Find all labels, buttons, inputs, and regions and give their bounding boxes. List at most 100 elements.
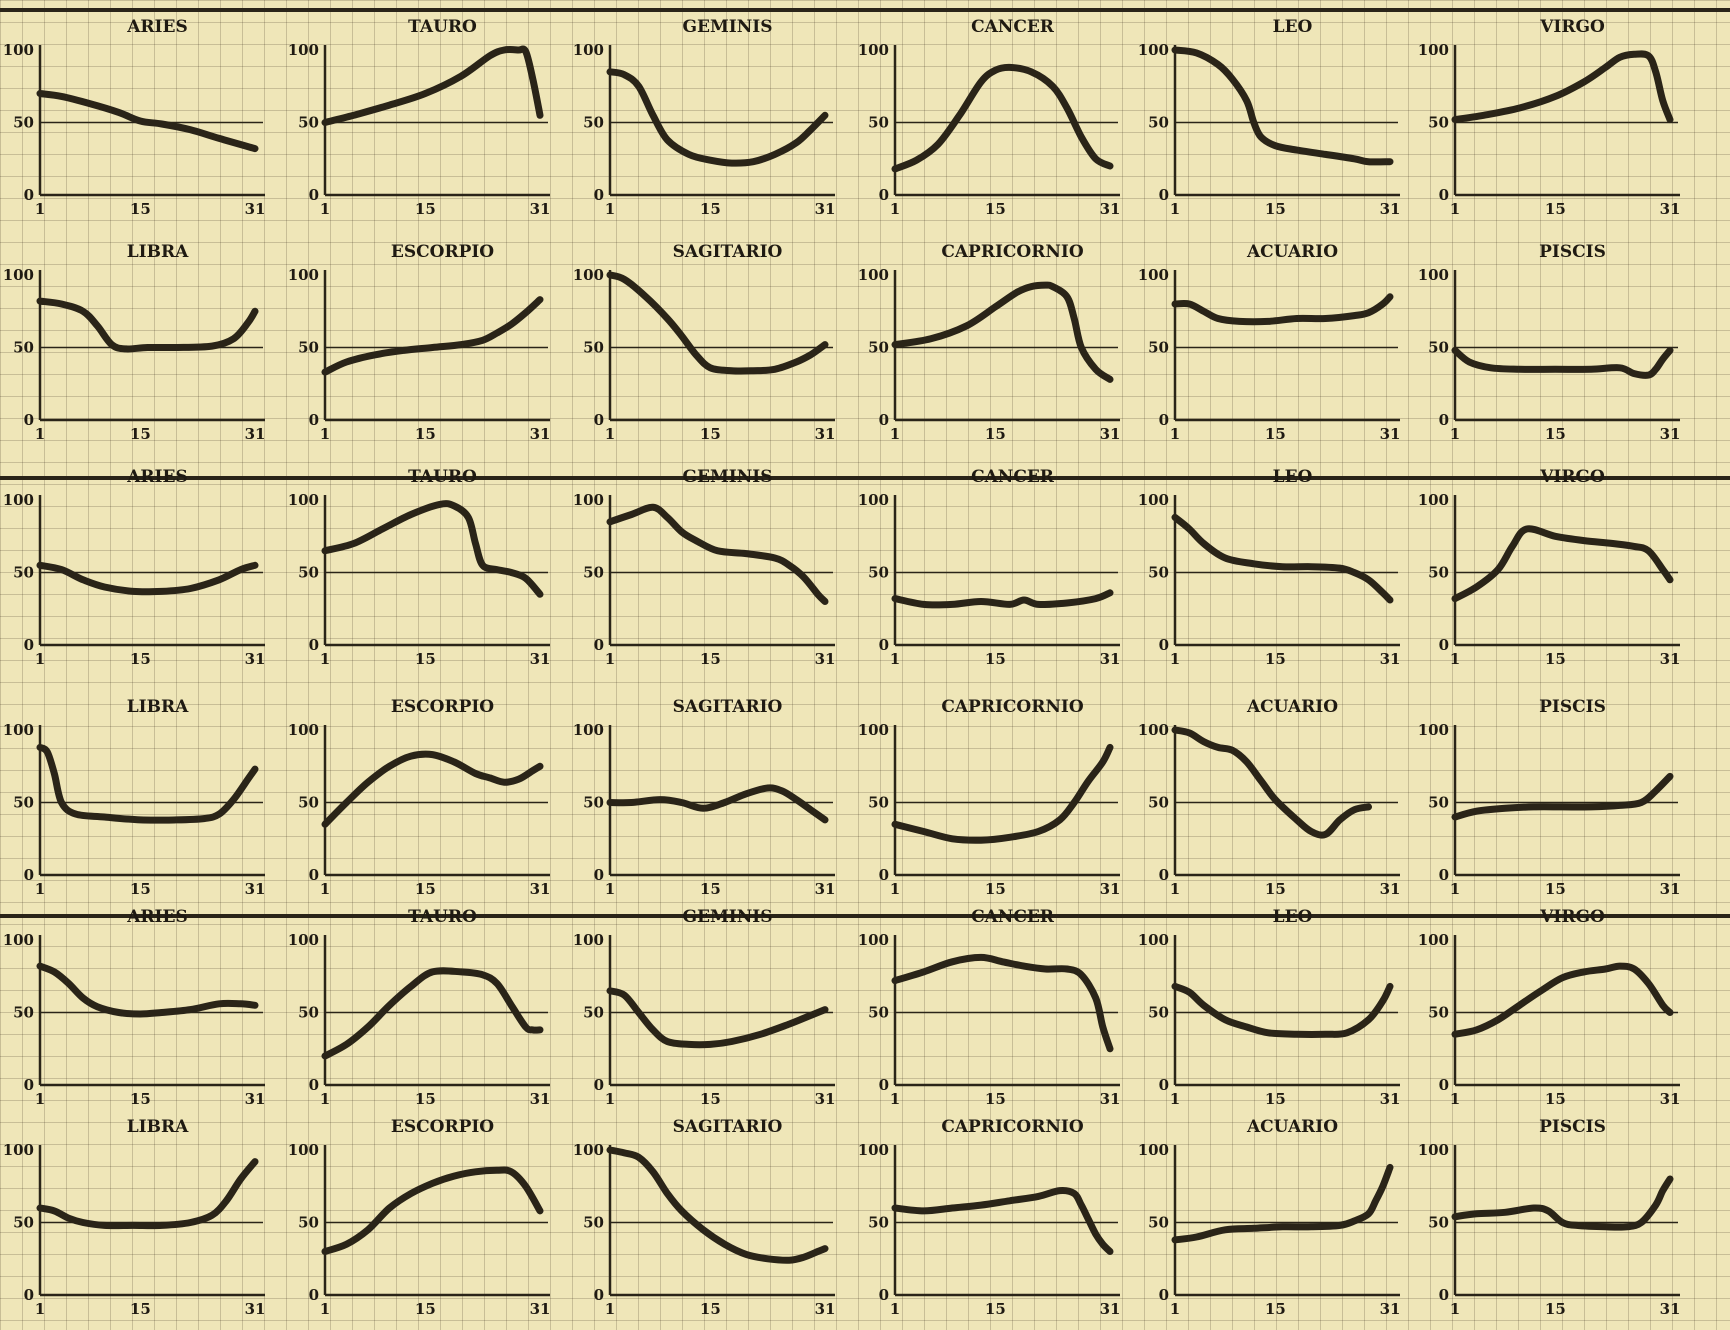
x-tick-label: 15 <box>1545 1090 1566 1108</box>
chart-panel: VIRGO 0 50 100 1 15 31 <box>1418 17 1681 218</box>
series-line <box>321 750 544 828</box>
chart-panel: ESCORPIO 0 50 100 1 15 31 <box>288 242 551 443</box>
chart-panel: TAURO 0 50 100 1 15 31 <box>288 907 551 1108</box>
x-tick-label: 1 <box>1170 200 1180 218</box>
y-tick-label: 0 <box>1439 866 1449 884</box>
x-tick-label: 31 <box>1380 425 1401 443</box>
y-tick-label: 100 <box>1418 41 1449 59</box>
y-tick-label: 50 <box>1148 114 1169 132</box>
x-tick-label: 31 <box>245 200 266 218</box>
y-tick-label: 50 <box>583 339 604 357</box>
y-tick-label: 100 <box>1138 41 1169 59</box>
chart-panel: LEO 0 50 100 1 15 31 <box>1138 467 1401 668</box>
series-line <box>891 63 1114 173</box>
series-line <box>606 503 829 605</box>
chart-title: ACUARIO <box>1246 697 1338 717</box>
y-tick-label: 0 <box>309 186 319 204</box>
chart-title: SAGITARIO <box>673 242 783 262</box>
series-line <box>891 743 1114 844</box>
y-tick-label: 0 <box>879 866 889 884</box>
x-tick-label: 15 <box>1265 650 1286 668</box>
series-line <box>891 1186 1114 1255</box>
y-tick-label: 100 <box>1138 721 1169 739</box>
chart-panel: PISCIS 0 50 100 1 15 31 <box>1418 1117 1681 1318</box>
x-tick-label: 31 <box>245 650 266 668</box>
x-tick-label: 31 <box>530 1090 551 1108</box>
x-tick-label: 15 <box>1545 1300 1566 1318</box>
y-tick-label: 100 <box>1418 1141 1449 1159</box>
y-tick-label: 0 <box>309 866 319 884</box>
y-tick-label: 0 <box>1439 636 1449 654</box>
series-line <box>1171 513 1394 604</box>
y-tick-label: 50 <box>1148 564 1169 582</box>
y-tick-label: 50 <box>1428 339 1449 357</box>
chart-title: SAGITARIO <box>673 697 783 717</box>
x-tick-label: 15 <box>985 1300 1006 1318</box>
chart-title: LIBRA <box>127 1117 189 1137</box>
chart-panel: PISCIS 0 50 100 1 15 31 <box>1418 697 1681 898</box>
chart-panel: ARIES 0 50 100 1 15 31 <box>3 907 266 1108</box>
x-tick-label: 1 <box>1450 650 1460 668</box>
series-line <box>321 1166 544 1255</box>
y-tick-label: 100 <box>1418 266 1449 284</box>
y-tick-label: 0 <box>594 411 604 429</box>
x-tick-label: 1 <box>35 1300 45 1318</box>
x-tick-label: 1 <box>890 1090 900 1108</box>
x-tick-label: 15 <box>1545 425 1566 443</box>
x-tick-label: 31 <box>530 650 551 668</box>
y-tick-label: 0 <box>24 411 34 429</box>
y-tick-label: 0 <box>1439 411 1449 429</box>
y-tick-label: 100 <box>573 41 604 59</box>
y-tick-label: 100 <box>1138 1141 1169 1159</box>
y-tick-label: 0 <box>24 636 34 654</box>
y-tick-label: 50 <box>1148 339 1169 357</box>
chart-panel: SAGITARIO 0 50 100 1 15 31 <box>573 242 836 443</box>
x-tick-label: 15 <box>1545 200 1566 218</box>
chart-title: ARIES <box>126 907 188 927</box>
x-tick-label: 31 <box>1100 425 1121 443</box>
y-tick-label: 100 <box>573 266 604 284</box>
y-tick-label: 100 <box>3 721 34 739</box>
chart-title: VIRGO <box>1539 17 1605 37</box>
x-tick-label: 15 <box>985 425 1006 443</box>
chart-title: LEO <box>1273 467 1313 487</box>
chart-panel: GEMINIS 0 50 100 1 15 31 <box>573 907 836 1108</box>
x-tick-label: 31 <box>1100 1300 1121 1318</box>
x-tick-label: 31 <box>245 880 266 898</box>
series-line <box>1451 772 1674 821</box>
y-tick-label: 100 <box>1418 931 1449 949</box>
x-tick-label: 31 <box>530 1300 551 1318</box>
x-tick-label: 1 <box>1170 1300 1180 1318</box>
series-line <box>36 743 259 824</box>
x-tick-label: 1 <box>320 425 330 443</box>
y-tick-label: 50 <box>1148 1004 1169 1022</box>
x-tick-label: 1 <box>605 1300 615 1318</box>
y-tick-label: 0 <box>879 186 889 204</box>
y-tick-label: 0 <box>594 1076 604 1094</box>
x-tick-label: 31 <box>1100 880 1121 898</box>
y-tick-label: 0 <box>1159 1076 1169 1094</box>
x-tick-label: 31 <box>245 425 266 443</box>
chart-panel: CANCER 0 50 100 1 15 31 <box>858 467 1121 668</box>
y-tick-label: 0 <box>879 636 889 654</box>
y-tick-label: 50 <box>1428 1004 1449 1022</box>
y-tick-label: 100 <box>288 721 319 739</box>
y-tick-label: 0 <box>594 186 604 204</box>
x-tick-label: 1 <box>35 650 45 668</box>
x-tick-label: 1 <box>320 200 330 218</box>
x-tick-label: 31 <box>530 200 551 218</box>
x-tick-label: 31 <box>1660 425 1681 443</box>
chart-title: GEMINIS <box>682 467 772 487</box>
x-tick-label: 15 <box>700 650 721 668</box>
y-tick-label: 50 <box>583 564 604 582</box>
x-tick-label: 15 <box>700 1090 721 1108</box>
x-tick-label: 1 <box>320 1090 330 1108</box>
y-tick-label: 50 <box>583 114 604 132</box>
x-tick-label: 15 <box>415 200 436 218</box>
y-tick-label: 100 <box>1138 931 1169 949</box>
series-line <box>606 68 829 167</box>
x-tick-label: 1 <box>890 200 900 218</box>
x-tick-label: 31 <box>1380 200 1401 218</box>
chart-title: LIBRA <box>127 242 189 262</box>
